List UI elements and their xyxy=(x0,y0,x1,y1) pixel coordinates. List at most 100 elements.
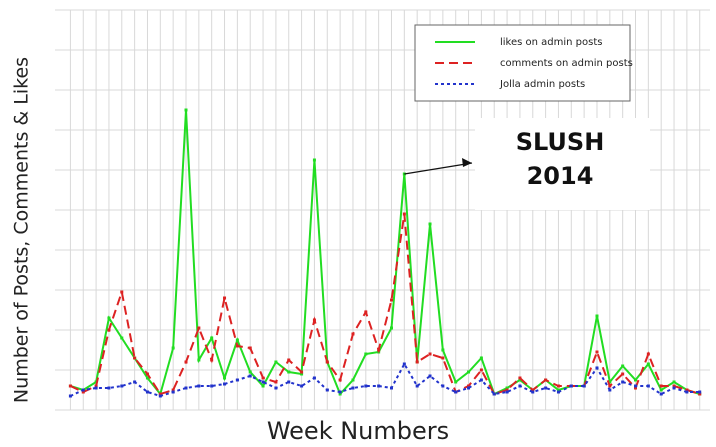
point xyxy=(300,384,304,388)
point xyxy=(685,390,689,394)
point xyxy=(171,388,175,392)
point xyxy=(428,352,432,356)
point xyxy=(454,390,458,394)
point xyxy=(389,386,393,390)
point xyxy=(248,374,252,378)
point xyxy=(312,376,316,380)
point xyxy=(646,352,650,356)
legend: likes on admin posts comments on admin po… xyxy=(414,24,633,102)
point xyxy=(608,384,612,388)
point xyxy=(621,372,625,376)
point xyxy=(428,374,432,378)
y-axis-label: Number of Posts, Comments & Likes xyxy=(11,57,33,403)
point xyxy=(479,378,483,382)
point xyxy=(312,318,316,322)
point xyxy=(184,386,188,390)
point xyxy=(415,384,419,388)
point xyxy=(248,346,252,350)
point xyxy=(646,362,650,366)
point xyxy=(582,384,586,388)
point xyxy=(402,362,406,366)
point xyxy=(685,388,689,392)
point xyxy=(415,360,419,364)
point xyxy=(261,380,265,384)
point xyxy=(634,384,638,388)
point xyxy=(235,338,239,342)
point xyxy=(338,390,342,394)
point xyxy=(441,384,445,388)
point xyxy=(659,388,663,392)
point xyxy=(338,378,342,382)
point xyxy=(492,392,496,396)
point xyxy=(120,384,124,388)
point xyxy=(197,358,201,362)
point xyxy=(197,384,201,388)
point xyxy=(505,388,509,392)
point xyxy=(68,394,72,398)
point xyxy=(634,378,638,382)
point xyxy=(646,384,650,388)
point xyxy=(223,296,227,300)
point xyxy=(184,360,188,364)
point xyxy=(158,394,162,398)
point xyxy=(505,390,509,394)
series-line xyxy=(69,361,700,398)
point xyxy=(248,370,252,374)
point xyxy=(659,392,663,396)
point xyxy=(287,370,291,374)
point xyxy=(94,386,98,390)
point xyxy=(351,332,355,336)
point xyxy=(698,392,702,396)
point xyxy=(145,390,149,394)
point xyxy=(377,348,381,352)
point xyxy=(325,360,329,364)
arrow-head xyxy=(462,158,472,167)
point xyxy=(171,346,175,350)
point xyxy=(261,384,265,388)
point xyxy=(261,376,265,380)
point xyxy=(287,380,291,384)
point xyxy=(223,376,227,380)
series-line xyxy=(69,213,701,396)
point xyxy=(531,390,535,394)
point xyxy=(364,310,368,314)
point xyxy=(133,380,137,384)
point xyxy=(107,316,111,320)
point xyxy=(672,380,676,384)
point xyxy=(287,358,291,362)
point xyxy=(595,350,599,354)
point xyxy=(210,336,214,340)
point xyxy=(518,376,522,380)
point xyxy=(81,388,85,392)
point xyxy=(672,384,676,388)
point xyxy=(94,384,98,388)
point xyxy=(184,108,188,112)
point xyxy=(274,386,278,390)
point xyxy=(107,386,111,390)
legend-label: comments on admin posts xyxy=(500,58,633,69)
point xyxy=(389,298,393,302)
annotation-text: 2014 xyxy=(527,162,594,190)
point xyxy=(621,380,625,384)
point xyxy=(377,384,381,388)
point xyxy=(556,390,560,394)
point xyxy=(479,356,483,360)
point xyxy=(428,222,432,226)
point xyxy=(171,390,175,394)
point xyxy=(544,378,548,382)
point xyxy=(274,360,278,364)
point xyxy=(351,378,355,382)
point xyxy=(300,372,304,376)
legend-label: Jolla admin posts xyxy=(499,79,585,90)
point xyxy=(312,158,316,162)
point xyxy=(351,386,355,390)
point xyxy=(467,370,471,374)
point xyxy=(235,344,239,348)
point xyxy=(120,336,124,340)
point xyxy=(441,348,445,352)
point xyxy=(556,384,560,388)
point xyxy=(68,384,72,388)
point xyxy=(518,384,522,388)
point xyxy=(107,328,111,332)
